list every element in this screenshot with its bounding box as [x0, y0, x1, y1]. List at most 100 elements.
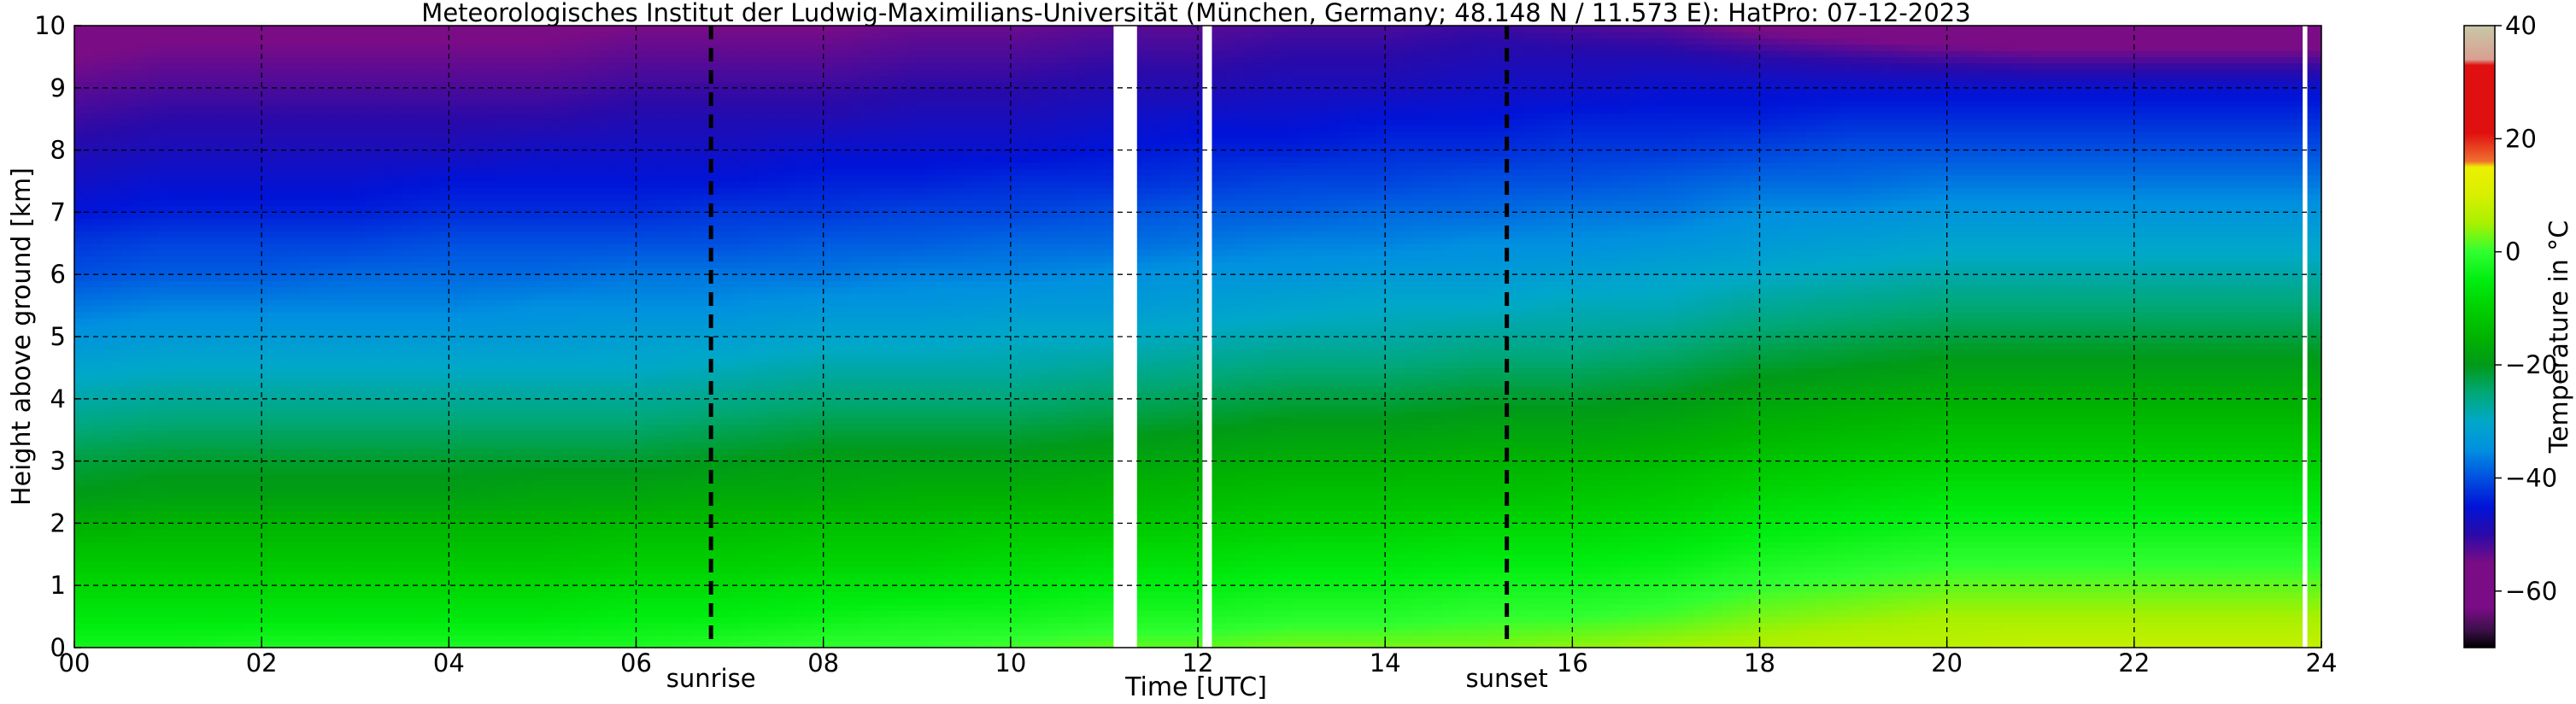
heatmap-cell: [178, 536, 188, 543]
heatmap-cell: [178, 449, 188, 455]
heatmap-cell: [205, 132, 215, 138]
heatmap-cell: [112, 443, 122, 449]
heatmap-cell: [74, 530, 85, 537]
heatmap-cell: [93, 623, 103, 630]
heatmap-cell: [103, 492, 113, 499]
heatmap-cell: [214, 560, 225, 567]
heatmap-cell: [187, 26, 197, 32]
heatmap-cell: [205, 156, 215, 163]
heatmap-cell: [187, 238, 197, 244]
heatmap-cell: [140, 56, 150, 63]
heatmap-cell: [178, 306, 188, 313]
heatmap-cell: [121, 113, 132, 120]
heatmap-cell: [150, 212, 160, 219]
heatmap-cell: [159, 88, 169, 95]
heatmap-cell: [168, 479, 179, 486]
heatmap-cell: [205, 280, 215, 287]
heatmap-cell: [131, 318, 141, 325]
heatmap-cell: [121, 200, 132, 207]
heatmap-cell: [140, 94, 150, 101]
heatmap-cell: [205, 367, 215, 374]
heatmap-cell: [214, 225, 225, 232]
heatmap-cell: [224, 243, 234, 250]
heatmap-cell: [93, 386, 103, 393]
heatmap-cell: [178, 349, 188, 356]
heatmap-cell: [214, 530, 225, 537]
heatmap-cell: [140, 436, 150, 443]
heatmap-cell: [84, 411, 94, 418]
heatmap-cell: [84, 255, 94, 262]
heatmap-cell: [131, 56, 141, 63]
heatmap-cell: [178, 355, 188, 362]
heatmap-cell: [121, 349, 132, 356]
heatmap-cell: [187, 324, 197, 331]
heatmap-cell: [93, 479, 103, 486]
heatmap-cell: [159, 274, 169, 281]
heatmap-cell: [233, 287, 244, 294]
heatmap-cell: [187, 566, 197, 573]
heatmap-cell: [93, 610, 103, 617]
heatmap-cell: [252, 549, 262, 555]
heatmap-cell: [140, 38, 150, 45]
heatmap-cell: [159, 225, 169, 232]
heatmap-cell: [196, 181, 206, 188]
heatmap-cell: [150, 418, 160, 425]
heatmap-cell: [187, 361, 197, 368]
heatmap-cell: [178, 523, 188, 530]
heatmap-cell: [205, 424, 215, 431]
heatmap-cell: [93, 505, 103, 512]
heatmap-cell: [121, 523, 132, 530]
heatmap-cell: [243, 162, 253, 169]
heatmap-cell: [243, 293, 253, 300]
heatmap-cell: [196, 629, 206, 636]
heatmap-cell: [159, 530, 169, 537]
heatmap-cell: [252, 343, 262, 349]
heatmap-cell: [233, 107, 244, 114]
heatmap-cell: [112, 32, 122, 38]
heatmap-cell: [140, 324, 150, 331]
heatmap-cell: [187, 530, 197, 537]
heatmap-cell: [121, 337, 132, 343]
heatmap-cell: [74, 38, 85, 45]
heatmap-cell: [252, 430, 262, 437]
heatmap-cell: [178, 386, 188, 393]
heatmap-cell: [93, 617, 103, 624]
heatmap-cell: [178, 243, 188, 250]
heatmap-cell: [214, 306, 225, 313]
heatmap-cell: [243, 200, 253, 207]
heatmap-cell: [150, 585, 160, 592]
heatmap-cell: [196, 125, 206, 132]
heatmap-cell: [214, 299, 225, 306]
heatmap-cell: [178, 473, 188, 480]
heatmap-cell: [168, 361, 179, 368]
heatmap-cell: [196, 591, 206, 598]
heatmap-cell: [112, 549, 122, 555]
heatmap-cell: [140, 343, 150, 349]
heatmap-cell: [187, 542, 197, 549]
heatmap-cell: [93, 26, 103, 32]
heatmap-cell: [84, 132, 94, 138]
heatmap-cell: [178, 554, 188, 561]
heatmap-cell: [214, 449, 225, 455]
heatmap-cell: [84, 635, 94, 642]
heatmap-cell: [150, 32, 160, 38]
heatmap-cell: [112, 591, 122, 598]
heatmap-cell: [233, 610, 244, 617]
heatmap-cell: [178, 150, 188, 157]
heatmap-cell: [196, 367, 206, 374]
heatmap-cell: [243, 635, 253, 642]
heatmap-cell: [112, 498, 122, 505]
heatmap-cell: [224, 367, 234, 374]
heatmap-cell: [252, 511, 262, 518]
heatmap-cell: [178, 542, 188, 549]
heatmap-cell: [233, 125, 244, 132]
heatmap-cell: [103, 119, 113, 126]
heatmap-cell: [74, 349, 85, 356]
heatmap-cell: [93, 598, 103, 605]
heatmap-cell: [74, 162, 85, 169]
heatmap-cell: [112, 26, 122, 32]
heatmap-cell: [84, 479, 94, 486]
heatmap-cell: [224, 63, 234, 70]
heatmap-cell: [131, 175, 141, 182]
heatmap-cell: [159, 175, 169, 182]
